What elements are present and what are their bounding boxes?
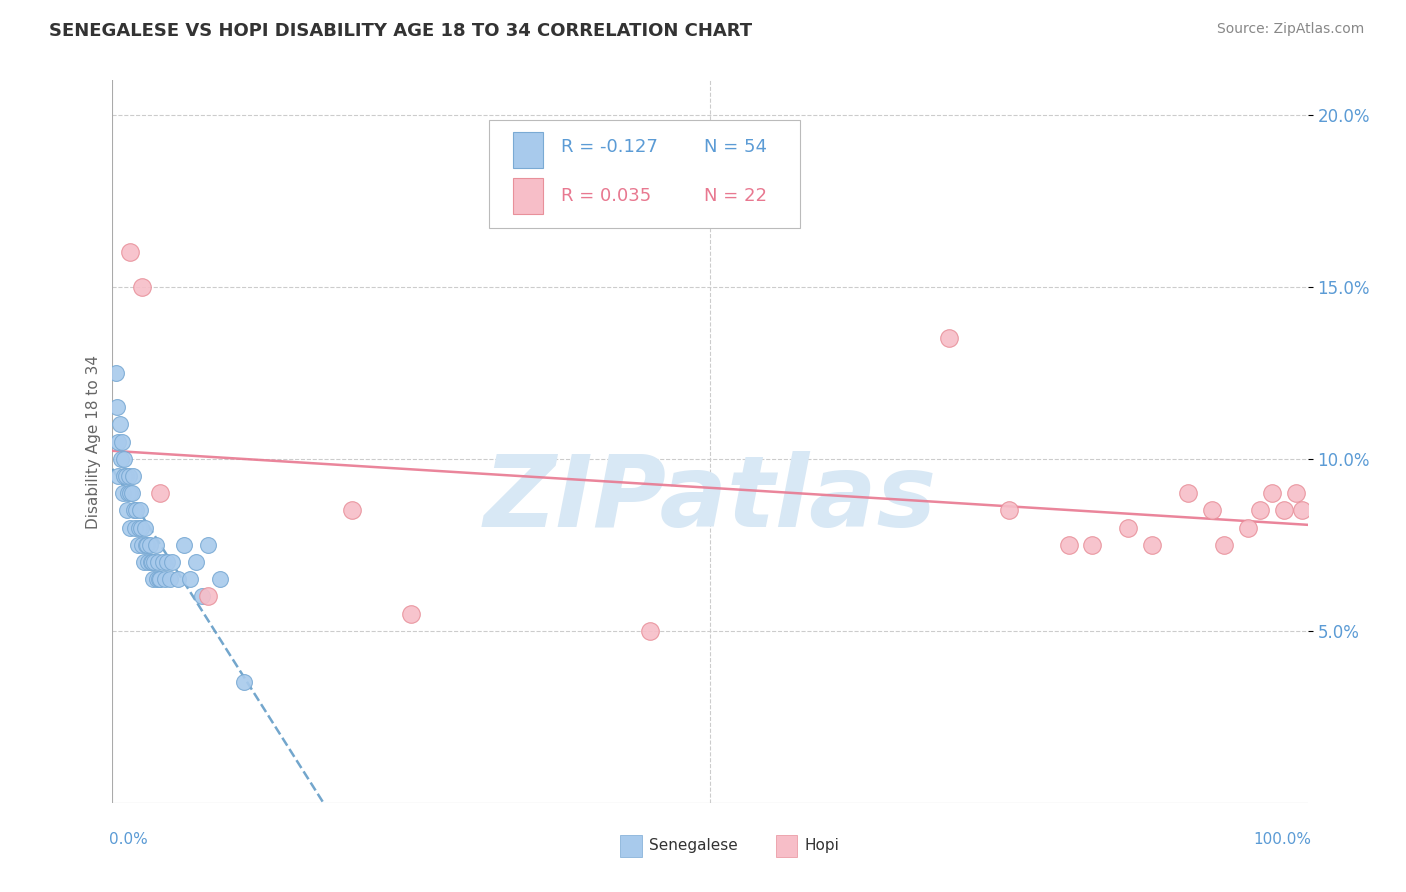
Point — [142, 572, 165, 586]
Point — [138, 538, 160, 552]
Point — [233, 675, 256, 690]
Point — [121, 469, 143, 483]
Point — [145, 572, 167, 586]
FancyBboxPatch shape — [513, 132, 543, 169]
Text: 0.0%: 0.0% — [108, 831, 148, 847]
Point — [167, 572, 190, 586]
Text: SENEGALESE VS HOPI DISABILITY AGE 18 TO 34 CORRELATION CHART: SENEGALESE VS HOPI DISABILITY AGE 18 TO … — [49, 22, 752, 40]
Point — [149, 486, 172, 500]
FancyBboxPatch shape — [513, 178, 543, 214]
Point — [159, 572, 181, 586]
Text: N = 22: N = 22 — [704, 187, 768, 205]
FancyBboxPatch shape — [776, 835, 797, 857]
Point — [112, 486, 135, 500]
Point — [110, 451, 132, 466]
Point — [118, 469, 141, 483]
Point — [179, 572, 201, 586]
Point — [640, 624, 662, 638]
Point — [131, 538, 153, 552]
Point — [1201, 503, 1223, 517]
Point — [1118, 520, 1140, 534]
Point — [114, 451, 135, 466]
Point — [108, 417, 131, 432]
Point — [128, 520, 150, 534]
Point — [1291, 503, 1313, 517]
Point — [125, 503, 148, 517]
Point — [1081, 538, 1104, 552]
Point — [153, 572, 176, 586]
Text: Senegalese: Senegalese — [650, 838, 738, 853]
FancyBboxPatch shape — [489, 120, 800, 228]
Point — [145, 538, 167, 552]
Text: R = -0.127: R = -0.127 — [561, 137, 658, 156]
Point — [197, 590, 219, 604]
Point — [141, 555, 163, 569]
Point — [127, 538, 149, 552]
Point — [197, 538, 219, 552]
Point — [120, 520, 142, 534]
Point — [1213, 538, 1236, 552]
Point — [1057, 538, 1080, 552]
Point — [152, 555, 174, 569]
Point — [111, 434, 134, 449]
Point — [129, 520, 152, 534]
Text: 100.0%: 100.0% — [1253, 831, 1312, 847]
Point — [138, 555, 160, 569]
Point — [107, 469, 129, 483]
Point — [107, 434, 129, 449]
Point — [1272, 503, 1295, 517]
Point — [191, 590, 214, 604]
Point — [938, 331, 960, 345]
Point — [114, 469, 135, 483]
Point — [121, 486, 143, 500]
Point — [401, 607, 423, 621]
Point — [105, 366, 128, 380]
Text: N = 54: N = 54 — [704, 137, 768, 156]
Point — [1285, 486, 1308, 500]
Point — [122, 503, 145, 517]
Text: Hopi: Hopi — [804, 838, 839, 853]
FancyBboxPatch shape — [620, 835, 643, 857]
Point — [156, 555, 179, 569]
Point — [143, 555, 166, 569]
Point — [132, 555, 155, 569]
Point — [114, 469, 136, 483]
Point — [134, 520, 156, 534]
Point — [1237, 520, 1260, 534]
Point — [117, 486, 139, 500]
Point — [148, 572, 170, 586]
Point — [124, 520, 146, 534]
Point — [115, 503, 138, 517]
Y-axis label: Disability Age 18 to 34: Disability Age 18 to 34 — [86, 354, 101, 529]
Point — [162, 555, 183, 569]
Point — [1249, 503, 1271, 517]
Point — [1142, 538, 1164, 552]
Point — [149, 572, 172, 586]
Point — [129, 503, 152, 517]
Text: Source: ZipAtlas.com: Source: ZipAtlas.com — [1216, 22, 1364, 37]
Point — [120, 245, 142, 260]
Point — [998, 503, 1021, 517]
Text: R = 0.035: R = 0.035 — [561, 187, 651, 205]
Point — [186, 555, 208, 569]
Point — [120, 486, 142, 500]
Point — [340, 503, 363, 517]
Point — [136, 538, 159, 552]
Point — [1261, 486, 1284, 500]
Point — [139, 555, 162, 569]
Point — [209, 572, 232, 586]
Point — [131, 279, 153, 293]
Point — [1177, 486, 1199, 500]
Point — [173, 538, 195, 552]
Text: ZIPatlas: ZIPatlas — [484, 450, 936, 548]
Point — [135, 538, 157, 552]
Point — [146, 555, 169, 569]
Point — [105, 400, 128, 414]
